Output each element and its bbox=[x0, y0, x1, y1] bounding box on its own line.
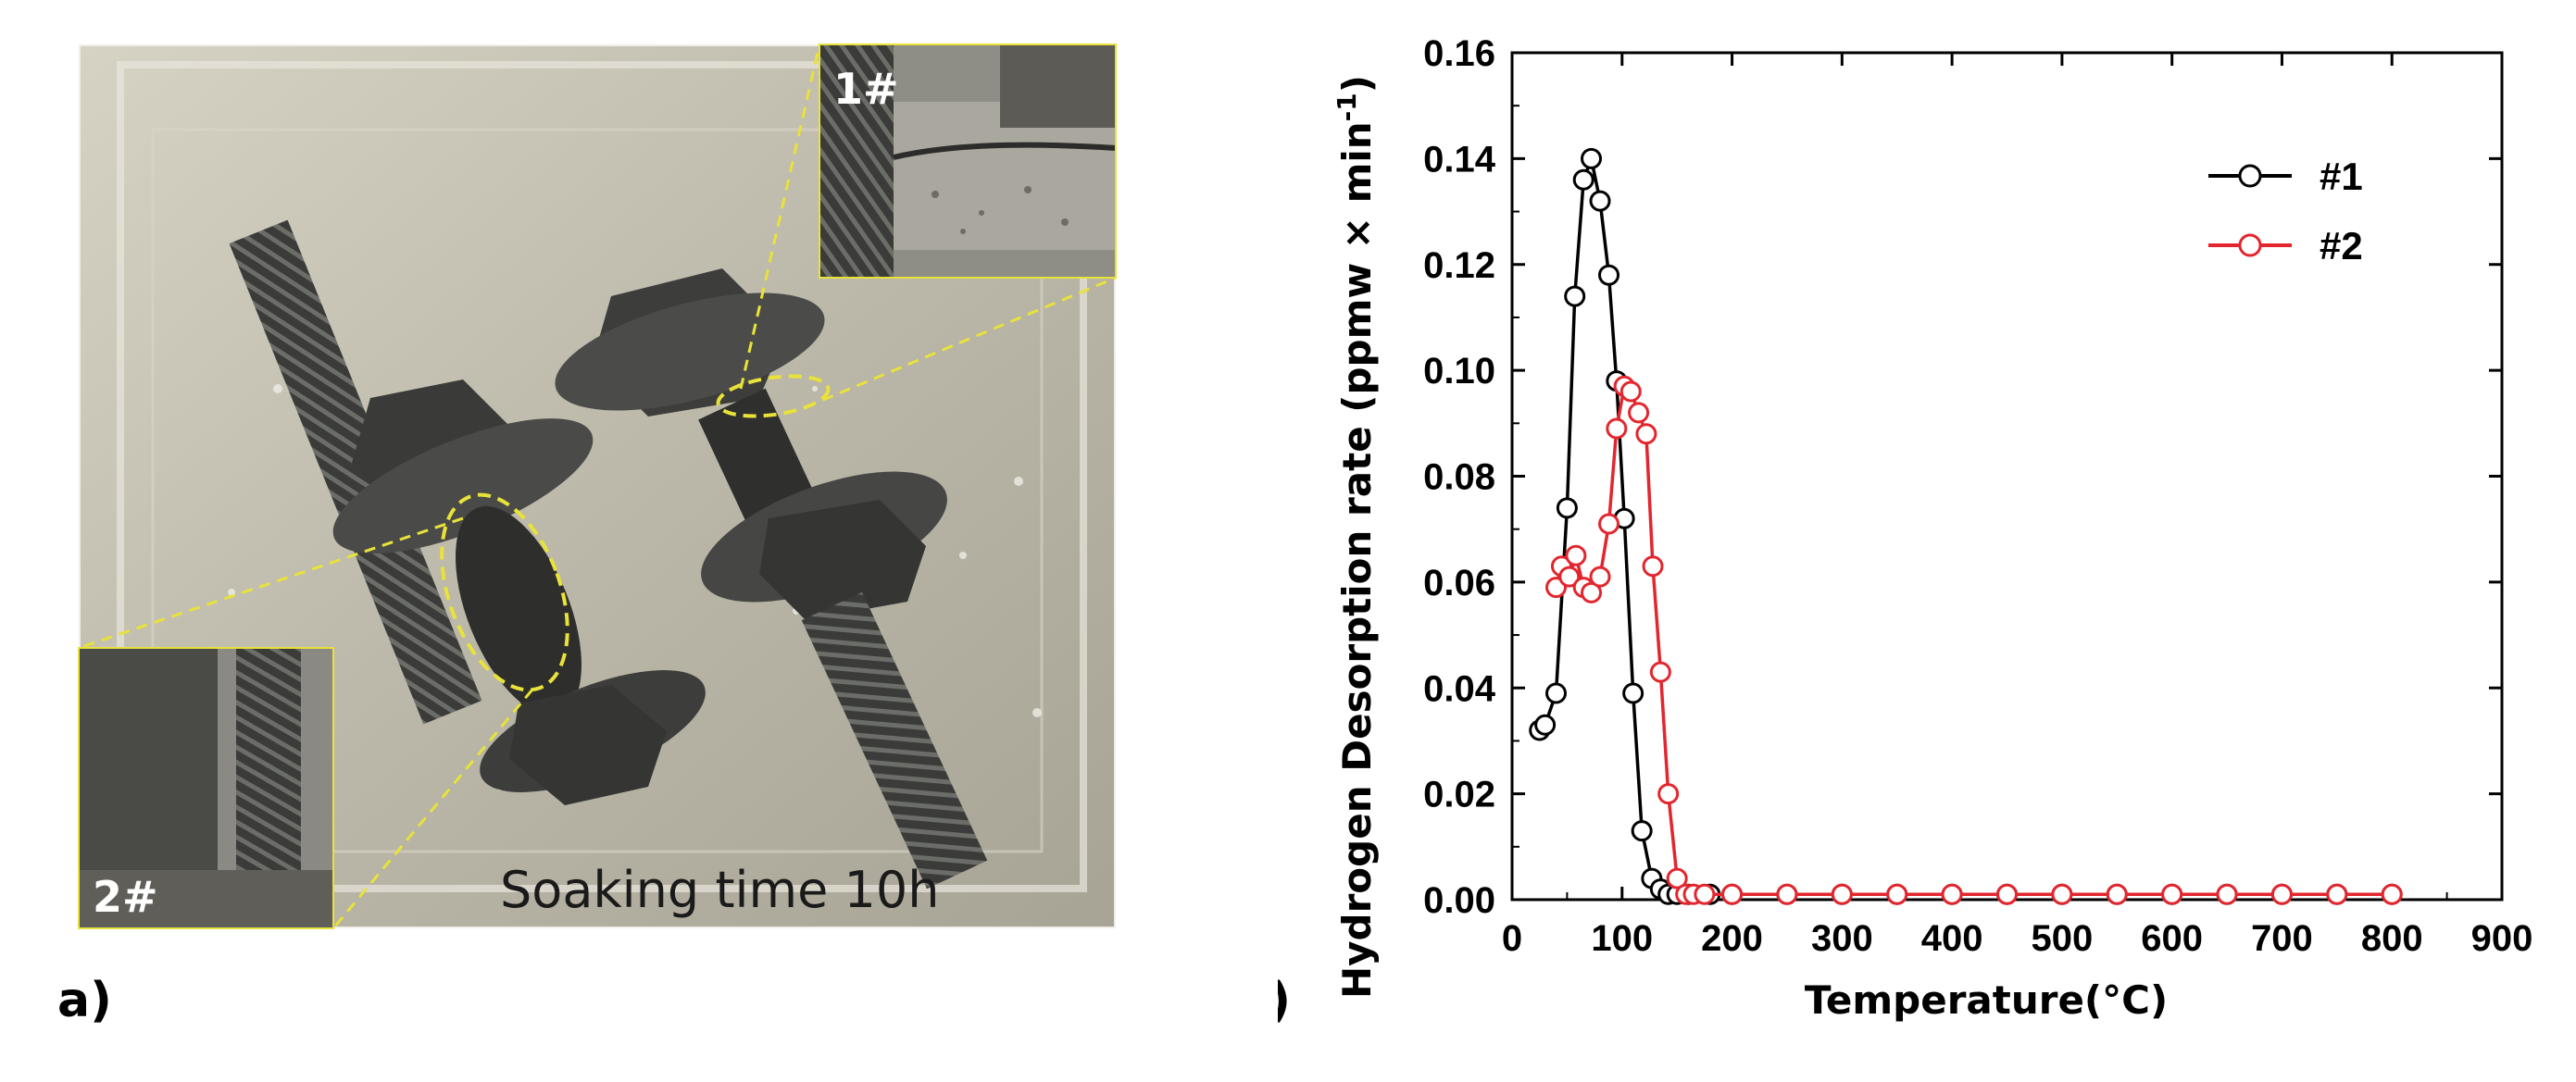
series-1-point bbox=[1589, 190, 1611, 212]
x-tick-label: 600 bbox=[2141, 918, 2203, 959]
y-axis-title-superscript: -1 bbox=[1332, 93, 1362, 121]
series-2-point bbox=[2161, 883, 2183, 905]
photo-panel: 1# 2# Soaking time 10h a) bbox=[0, 0, 1278, 1077]
series-2-point bbox=[2270, 883, 2293, 905]
series-2-point bbox=[1628, 402, 1650, 424]
leader-lines bbox=[78, 44, 1117, 929]
y-tick-label: 0.16 bbox=[1423, 33, 1495, 74]
inset-2: 2# bbox=[78, 647, 334, 929]
legend-label: #2 bbox=[2320, 224, 2363, 267]
series-2-point bbox=[1941, 883, 1963, 905]
desorption-chart: 0 100 200 300 400 500 600 700 800 900 0.00 0.02 0.04… bbox=[1234, 33, 2533, 1028]
y-tick-label: 0.10 bbox=[1423, 351, 1495, 392]
y-tick-label: 0.14 bbox=[1423, 139, 1496, 180]
series-2-point bbox=[1589, 566, 1611, 588]
x-tick-label: 0 bbox=[1502, 918, 1522, 959]
series-1-point bbox=[1581, 147, 1603, 169]
series-2-point bbox=[1581, 581, 1603, 603]
series-1-point bbox=[1598, 264, 1620, 286]
x-tick-label: 300 bbox=[1811, 918, 1873, 959]
series-2-point bbox=[2326, 883, 2348, 905]
soaking-time-caption: Soaking time 10h bbox=[500, 861, 939, 919]
series-2-point bbox=[1721, 883, 1744, 905]
panel-a-label: a) bbox=[57, 973, 112, 1028]
y-axis-title: Hydrogen Desorption rate (ppmw × min-1) bbox=[1332, 75, 1381, 999]
series-2-point bbox=[1619, 380, 1642, 403]
series-2-point bbox=[1694, 883, 1716, 905]
series-2-point bbox=[2106, 883, 2128, 905]
x-tick-label: 700 bbox=[2251, 918, 2313, 959]
series-1-point bbox=[1545, 682, 1568, 704]
series-1-point bbox=[1631, 820, 1653, 842]
series-2-point bbox=[1996, 883, 2018, 905]
legend-entry-2: #2 bbox=[2208, 224, 2363, 267]
series-2-point bbox=[1635, 423, 1657, 445]
series-1-point bbox=[1556, 497, 1578, 519]
series-2-line bbox=[1554, 383, 2393, 897]
series-1-point bbox=[1534, 714, 1557, 736]
y-tick-label: 0.00 bbox=[1423, 880, 1495, 921]
y-tick-label: 0.08 bbox=[1423, 457, 1495, 498]
region-2-marker bbox=[440, 492, 569, 692]
x-tick-label: 200 bbox=[1701, 918, 1763, 959]
x-tick-label: 100 bbox=[1591, 918, 1653, 959]
x-tick-label: 500 bbox=[2032, 918, 2094, 959]
series-1-point bbox=[1572, 168, 1594, 191]
chart-panel: 0 100 200 300 400 500 600 700 800 900 0.00 0.02 0.04… bbox=[1234, 0, 2576, 1077]
x-tick-label: 900 bbox=[2471, 918, 2533, 959]
series-2-point bbox=[1666, 867, 1688, 889]
series-2 bbox=[1545, 375, 2403, 905]
series-2-point bbox=[1565, 544, 1587, 566]
inset-2-label: 2# bbox=[93, 872, 158, 922]
x-tick-label: 400 bbox=[1921, 918, 1983, 959]
x-axis-title: Temperature(°C) bbox=[1805, 977, 2168, 1023]
series-2-point bbox=[1886, 883, 1908, 905]
y-tick-label: 0.12 bbox=[1423, 245, 1495, 286]
soaking-photo: 1# 2# Soaking time 10h a) bbox=[57, 44, 1117, 1028]
series-2-point bbox=[1657, 783, 1680, 805]
series-2-point bbox=[1598, 513, 1620, 535]
inset-1-label: 1# bbox=[833, 64, 899, 114]
series-1-point bbox=[1564, 285, 1586, 307]
region-1-marker bbox=[716, 374, 831, 418]
legend-marker bbox=[2238, 164, 2262, 188]
legend-entry-1: #1 bbox=[2208, 155, 2363, 198]
series-2-point bbox=[1831, 883, 1853, 905]
series-2-point bbox=[1606, 417, 1628, 440]
bolt-2 bbox=[229, 219, 706, 805]
series-2-point bbox=[2216, 883, 2238, 905]
y-axis-title-close: ) bbox=[1334, 75, 1380, 93]
y-tick-label: 0.02 bbox=[1423, 775, 1495, 815]
series-1-point bbox=[1622, 682, 1644, 704]
legend-marker bbox=[2238, 233, 2262, 257]
legend-label: #1 bbox=[2320, 155, 2363, 198]
x-tick-label: 800 bbox=[2361, 918, 2423, 959]
series-2-point bbox=[2381, 883, 2403, 905]
series-2-point bbox=[2051, 883, 2073, 905]
series-2-point bbox=[1776, 883, 1798, 905]
series-2-point bbox=[1558, 566, 1581, 588]
bolt-1 bbox=[555, 268, 988, 889]
panel-b-label: b) bbox=[1278, 973, 1291, 1028]
y-tick-label: 0.04 bbox=[1423, 668, 1496, 709]
series-2-point bbox=[1649, 661, 1671, 683]
y-tick-label: 0.06 bbox=[1423, 563, 1495, 603]
y-axis-title-main: Hydrogen Desorption rate (ppmw × min bbox=[1334, 121, 1380, 999]
series-2-point bbox=[1642, 555, 1664, 578]
inset-1: 1# bbox=[819, 44, 1117, 279]
